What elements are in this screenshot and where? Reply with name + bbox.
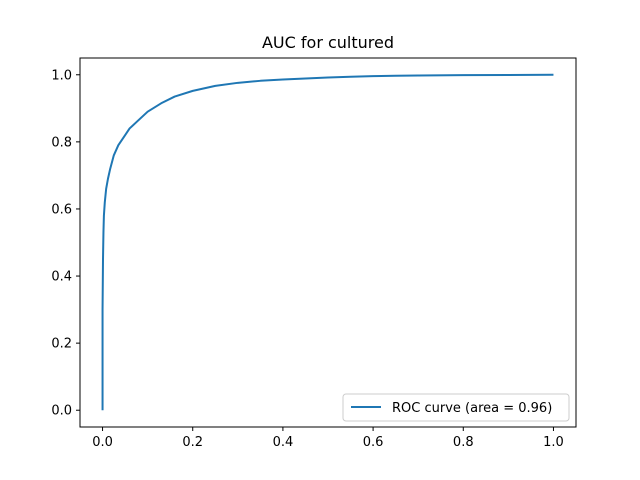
y-tick-label: 0.0 (51, 404, 72, 419)
chart-title: AUC for cultured (262, 33, 394, 52)
series-layer (101, 73, 554, 411)
y-tick-label: 0.4 (51, 270, 72, 285)
legend: ROC curve (area = 0.96) (342, 393, 570, 422)
x-tick-label: 0.6 (363, 435, 384, 450)
roc-curve-line (101, 73, 554, 411)
legend-label: ROC curve (area = 0.96) (392, 401, 552, 416)
y-tick-label: 0.2 (51, 337, 72, 352)
x-tick-label: 1.0 (543, 435, 564, 450)
y-tick-label: 1.0 (51, 68, 72, 83)
x-tick-label: 0.2 (182, 435, 203, 450)
y-tick-label: 0.8 (51, 135, 72, 150)
y-tick-label: 0.6 (51, 202, 72, 217)
legend-box (342, 393, 570, 422)
axes-frame (79, 57, 577, 428)
x-tick-label: 0.4 (273, 435, 294, 450)
axis-ticks: 0.0 0.2 0.4 0.6 0.8 1.0 0.0 0.2 0.4 0.6 0.8 1.0 (51, 68, 563, 450)
x-tick-label: 0.0 (92, 435, 113, 450)
x-tick-label: 0.8 (453, 435, 474, 450)
